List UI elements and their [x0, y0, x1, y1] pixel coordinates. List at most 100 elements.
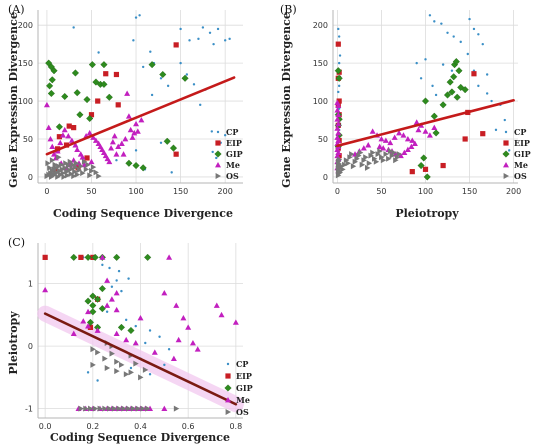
- panel-b-point-eip: [480, 131, 486, 137]
- panel-a-point-cp: [132, 39, 135, 42]
- panel-a-point-cp: [97, 51, 100, 54]
- panel-a-point-eip: [173, 151, 179, 157]
- panel-c-point-gip: [98, 285, 106, 293]
- panel-b-point-me: [422, 128, 429, 134]
- panel-b-point-os: [340, 166, 346, 173]
- panel-c-point-me: [180, 315, 187, 321]
- panel-c-legend-marker-os: [225, 409, 231, 415]
- panel-b-point-gip: [420, 154, 428, 162]
- panel-c-point-me: [185, 324, 192, 330]
- panel-c-legend-label-os: OS: [236, 407, 249, 417]
- panel-a-point-eip: [56, 134, 62, 140]
- panel-b-point-gip: [461, 86, 469, 94]
- panel-c-point-cp: [86, 371, 90, 374]
- panel-c-point-me: [113, 330, 120, 337]
- panel-c-xtick-label: 0.0: [39, 422, 52, 431]
- panel-a-point-os: [78, 163, 84, 170]
- panel-b-point-cp: [477, 84, 480, 88]
- panel-a-point-cp: [215, 156, 218, 160]
- panel-a-point-me: [134, 128, 141, 134]
- panel-b-point-cp: [441, 63, 445, 66]
- panel-c-point-os: [104, 365, 111, 371]
- panel-a-point-me: [90, 134, 97, 140]
- panel-a-point-cp: [115, 159, 118, 162]
- panel-b-point-cp: [466, 52, 469, 56]
- panel-a-legend-label-gip: GIP: [226, 149, 243, 159]
- panel-b-point-me: [387, 139, 394, 146]
- panel-b-point-gip: [417, 161, 425, 170]
- panel-a-point-gip: [169, 144, 178, 152]
- panel-b-xtick-label: 200: [506, 187, 521, 196]
- panel-c-point-os: [142, 366, 149, 373]
- panel-c-point-cp: [115, 279, 118, 282]
- panel-b-point-me: [369, 128, 376, 134]
- panel-c-point-os: [138, 374, 144, 381]
- panel-b-point-cp: [507, 149, 511, 152]
- panel-c-point-os: [97, 405, 103, 412]
- panel-b-point-os: [338, 163, 344, 170]
- panel-b-point-os: [359, 161, 366, 168]
- panel-b-point-os: [363, 154, 369, 161]
- panel-a-point-cp: [208, 31, 212, 34]
- panel-a-point-os: [65, 162, 72, 169]
- panel-b-point-os: [368, 152, 374, 159]
- panel-c-point-os: [78, 405, 84, 412]
- panel-a-point-me: [47, 135, 54, 142]
- panel-c-point-gip: [98, 305, 106, 313]
- panel-c-point-me: [113, 306, 120, 313]
- panel-a-point-gip: [61, 92, 69, 101]
- panel-b-point-gip: [453, 93, 461, 101]
- panel-b-point-os: [386, 155, 392, 162]
- panel-c-point-cp: [134, 324, 137, 328]
- panel-a-point-me: [51, 151, 58, 157]
- panel-b-point-cp: [337, 61, 341, 65]
- panel-b-point-os: [387, 148, 394, 155]
- panel-c-point-me: [161, 405, 168, 412]
- panel-c-point-eip: [78, 254, 84, 260]
- panel-a-point-gip: [55, 123, 63, 131]
- panel-b-point-cp: [424, 58, 427, 61]
- panel-b-point-cp: [337, 84, 341, 88]
- panel-a-point-me: [45, 124, 52, 131]
- panel-a-point-gip: [105, 93, 113, 101]
- panel-c-point-gip: [94, 295, 102, 303]
- panel-a-point-me: [65, 132, 72, 139]
- panel-c-point-os: [107, 405, 113, 412]
- panel-a-point-eip: [71, 125, 77, 131]
- panel-a-point-eip: [66, 123, 72, 129]
- panel-c-xlabel: Coding Sequence Divergence: [50, 431, 230, 444]
- panel-c-point-cp: [105, 310, 109, 313]
- panel-c-point-os: [109, 350, 115, 357]
- panel-b-point-os: [336, 156, 343, 163]
- panel-c: (C) Pleiotropy Coding Sequence Divergenc…: [7, 236, 253, 444]
- panel-b-point-eip: [409, 169, 415, 175]
- panel-c-point-gip: [89, 301, 97, 310]
- panel-b-point-me: [411, 140, 418, 146]
- panel-b-legend-marker-gip: [502, 150, 510, 158]
- panel-a-point-cp: [216, 27, 220, 31]
- panel-c-point-me: [175, 336, 182, 343]
- panel-b-point-gip: [432, 129, 440, 137]
- panel-a-point-gip: [48, 76, 56, 84]
- panel-b-point-me: [365, 142, 372, 148]
- panel-a-point-cp: [150, 93, 154, 97]
- panel-b-point-cp: [419, 77, 423, 80]
- panel-b-point-os: [377, 148, 383, 155]
- panel-a-xtick-label: 100: [128, 187, 143, 196]
- panel-c-point-me: [99, 254, 106, 260]
- panel-c-xtick-label: 0.6: [182, 422, 195, 431]
- panel-a-point-gip: [163, 137, 171, 145]
- panel-b-point-cp: [338, 54, 342, 57]
- panel-b-point-me: [408, 143, 415, 149]
- panel-a-point-gip: [139, 164, 147, 172]
- panel-b-point-me: [415, 126, 422, 133]
- panel-b-point-cp: [450, 69, 454, 72]
- panel-a-ylabel: Gene Expression Divergence: [7, 12, 20, 188]
- panel-b-ytick-label: 150: [313, 59, 328, 68]
- panel-b-point-os: [357, 149, 364, 156]
- panel-c-ytick-label: 1: [28, 280, 33, 289]
- panel-b-point-os: [373, 158, 380, 165]
- panel-a-point-cp: [188, 39, 191, 42]
- panel-b-point-os: [337, 169, 344, 176]
